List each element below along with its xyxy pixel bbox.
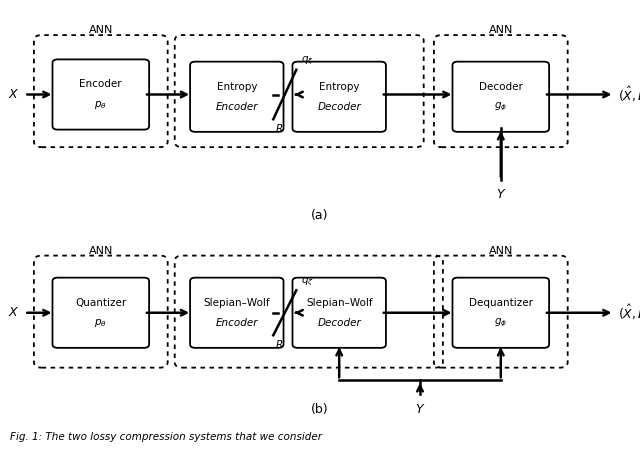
Text: Entropy: Entropy	[216, 81, 257, 92]
FancyBboxPatch shape	[292, 62, 386, 132]
Text: ANN: ANN	[488, 246, 513, 256]
Text: $p_{\theta}$: $p_{\theta}$	[94, 317, 108, 329]
Text: $R$: $R$	[275, 338, 284, 350]
Text: $g_{\phi}$: $g_{\phi}$	[494, 101, 508, 113]
FancyBboxPatch shape	[190, 62, 284, 132]
FancyBboxPatch shape	[52, 59, 149, 130]
Text: $q_{\xi}$: $q_{\xi}$	[301, 55, 314, 68]
Text: $Y$: $Y$	[495, 188, 506, 201]
Text: $X$: $X$	[8, 306, 20, 319]
Text: Decoder: Decoder	[317, 318, 361, 328]
Text: $g_{\phi}$: $g_{\phi}$	[494, 317, 508, 329]
Text: Entropy: Entropy	[319, 81, 360, 92]
Text: Slepian–Wolf: Slepian–Wolf	[204, 297, 270, 308]
Text: (a): (a)	[311, 210, 329, 222]
Text: $q_{\zeta}$: $q_{\zeta}$	[301, 275, 314, 288]
Text: $(\hat{X},D)$: $(\hat{X},D)$	[618, 303, 640, 322]
Text: ANN: ANN	[88, 246, 113, 256]
Text: $X$: $X$	[8, 88, 20, 101]
Text: Fig. 1: The two lossy compression systems that we consider: Fig. 1: The two lossy compression system…	[10, 432, 322, 442]
Text: Slepian–Wolf: Slepian–Wolf	[306, 297, 372, 308]
Text: Encoder: Encoder	[79, 79, 122, 90]
Text: Dequantizer: Dequantizer	[468, 297, 532, 308]
Text: Encoder: Encoder	[216, 102, 258, 112]
FancyBboxPatch shape	[452, 62, 549, 132]
Text: ANN: ANN	[488, 25, 513, 35]
FancyBboxPatch shape	[52, 278, 149, 348]
FancyBboxPatch shape	[452, 278, 549, 348]
Text: Decoder: Decoder	[317, 102, 361, 112]
FancyBboxPatch shape	[292, 278, 386, 348]
Text: $(\hat{X},D)$: $(\hat{X},D)$	[618, 85, 640, 104]
FancyBboxPatch shape	[190, 278, 284, 348]
Text: $R$: $R$	[275, 122, 284, 134]
Text: $Y$: $Y$	[415, 403, 425, 416]
Text: (b): (b)	[311, 403, 329, 416]
Text: Decoder: Decoder	[479, 81, 523, 92]
Text: $p_{\theta}$: $p_{\theta}$	[94, 99, 108, 111]
Text: ANN: ANN	[88, 25, 113, 35]
Text: Quantizer: Quantizer	[75, 297, 127, 308]
Text: Encoder: Encoder	[216, 318, 258, 328]
